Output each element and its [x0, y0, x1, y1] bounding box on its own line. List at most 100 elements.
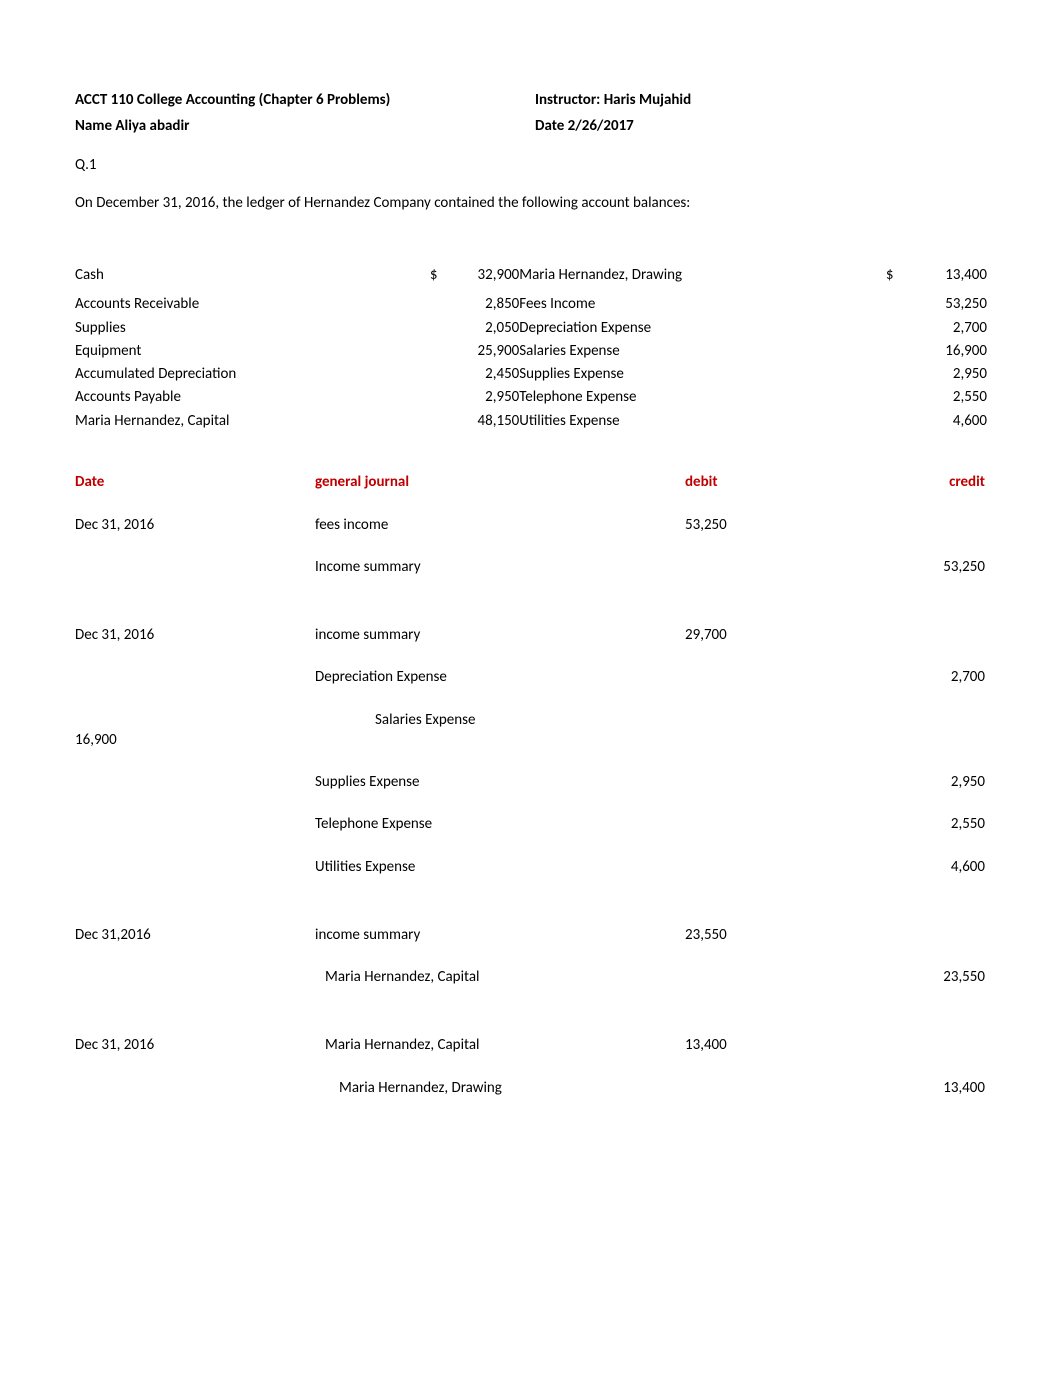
journal-credit	[865, 730, 985, 750]
trial-cell: 2,550	[893, 386, 987, 409]
journal-credit: 2,550	[865, 814, 985, 834]
journal-desc: income summary	[315, 925, 685, 945]
journal-row: Telephone Expense 2,550	[75, 814, 987, 834]
journal-gap	[75, 1009, 987, 1035]
journal-debit: 23,550	[685, 925, 865, 945]
journal-credit: 2,950	[865, 772, 985, 792]
trial-cell: $	[812, 263, 894, 293]
journal-desc: Maria Hernandez, Capital	[315, 967, 685, 987]
trial-cell: 2,450	[437, 363, 519, 386]
trial-row: Equipment25,900Salaries Expense16,900	[75, 339, 987, 362]
trial-cell: Cash	[75, 263, 367, 293]
trial-cell	[812, 386, 894, 409]
trial-cell	[812, 316, 894, 339]
journal-desc: Supplies Expense	[315, 772, 685, 792]
journal-debit: 13,400	[685, 1035, 865, 1055]
trial-row: Accumulated Depreciation 2,450Supplies Ex…	[75, 363, 987, 386]
trial-cell: Maria Hernandez, Capital	[75, 409, 367, 432]
trial-cell	[367, 363, 437, 386]
journal-desc: Depreciation Expense	[315, 667, 685, 687]
trial-cell: 2,050	[437, 316, 519, 339]
hdr-credit: credit	[865, 472, 985, 492]
instructor: Instructor: Haris Mujahid	[535, 90, 691, 110]
journal-desc: Maria Hernandez, Drawing	[315, 1078, 685, 1098]
journal-credit: 4,600	[865, 857, 985, 877]
journal-debit	[685, 557, 865, 577]
trial-cell: 48,150	[437, 409, 519, 432]
trial-row: Accounts Receivable2,850Fees Income53,25…	[75, 293, 987, 316]
trial-cell	[367, 409, 437, 432]
trial-cell: 2,850	[437, 293, 519, 316]
journal-date: Dec 31, 2016	[75, 625, 315, 645]
trial-cell	[812, 293, 894, 316]
journal-date: Dec 31, 2016	[75, 1035, 315, 1055]
journal-row: Maria Hernandez, Capital23,550	[75, 967, 987, 987]
trial-row: Accounts Payable2,950Telephone Expense2,…	[75, 386, 987, 409]
journal-header: Date general journal debit credit	[75, 472, 987, 492]
journal-desc: income summary	[315, 625, 685, 645]
trial-cell: 2,950	[437, 386, 519, 409]
trial-row: Maria Hernandez, Capital48,150Utilities …	[75, 409, 987, 432]
trial-row: Supplies 2,050Depreciation Expense 2,700	[75, 316, 987, 339]
journal-date: Dec 31, 2016	[75, 515, 315, 535]
trial-cell: Supplies	[75, 316, 367, 339]
journal-date	[75, 967, 315, 987]
journal-row: Supplies Expense 2,950	[75, 772, 987, 792]
journal-date	[75, 557, 315, 577]
journal-debit	[685, 857, 865, 877]
journal-date	[75, 857, 315, 877]
trial-cell: Supplies Expense	[519, 363, 811, 386]
trial-row: Cash$32,900Maria Hernandez, Drawing$13,4…	[75, 263, 987, 293]
trial-cell: Fees Income	[519, 293, 811, 316]
journal-desc: fees income	[315, 515, 685, 535]
trial-cell	[367, 316, 437, 339]
journal-row: Dec 31,2016income summary23,550	[75, 925, 987, 945]
journal-credit	[865, 710, 985, 730]
journal-debit	[685, 772, 865, 792]
journal-desc: Maria Hernandez, Capital	[315, 1035, 685, 1055]
journal-desc: Telephone Expense	[315, 814, 685, 834]
journal-row: Dec 31, 2016income summary29,700	[75, 625, 987, 645]
trial-cell: 25,900	[437, 339, 519, 362]
trial-cell	[812, 409, 894, 432]
question-number: Q.1	[75, 155, 987, 175]
trial-cell	[812, 363, 894, 386]
trial-cell	[367, 386, 437, 409]
journal-desc: Utilities Expense	[315, 857, 685, 877]
trial-cell: Salaries Expense	[519, 339, 811, 362]
journal-credit	[865, 515, 985, 535]
journal-row: Utilities Expense 4,600	[75, 857, 987, 877]
trial-balance-table: Cash$32,900Maria Hernandez, Drawing$13,4…	[75, 263, 987, 432]
journal-row: Maria Hernandez, Drawing13,400	[75, 1078, 987, 1098]
intro-text: On December 31, 2016, the ledger of Hern…	[75, 193, 987, 213]
journal-credit: 2,700	[865, 667, 985, 687]
journal-debit	[685, 667, 865, 687]
trial-cell: 4,600	[893, 409, 987, 432]
journal-date	[75, 1078, 315, 1098]
trial-cell: 13,400	[893, 263, 987, 293]
journal-row: Salaries Expense	[75, 710, 987, 730]
trial-cell: 2,700	[893, 316, 987, 339]
journal-credit	[865, 1035, 985, 1055]
trial-cell: Accumulated Depreciation	[75, 363, 367, 386]
journal-date: Dec 31,2016	[75, 925, 315, 945]
journal-desc: Salaries Expense	[315, 710, 685, 730]
trial-cell: Depreciation Expense	[519, 316, 811, 339]
journal-gap	[75, 599, 987, 625]
trial-cell	[367, 293, 437, 316]
hdr-debit: debit	[685, 472, 865, 492]
trial-cell: 53,250	[893, 293, 987, 316]
journal-debit	[685, 1078, 865, 1098]
journal-date	[75, 710, 315, 730]
journal-desc: Income summary	[315, 557, 685, 577]
trial-cell: $	[367, 263, 437, 293]
journal-credit	[865, 925, 985, 945]
journal-date: 16,900	[75, 730, 315, 750]
trial-cell: Accounts Payable	[75, 386, 367, 409]
trial-cell: Maria Hernandez, Drawing	[519, 263, 811, 293]
journal-gap	[75, 899, 987, 925]
journal-row: 16,900	[75, 730, 987, 750]
journal-debit	[685, 710, 865, 730]
journal-credit	[865, 625, 985, 645]
general-journal: Date general journal debit credit Dec 31…	[75, 472, 987, 1098]
